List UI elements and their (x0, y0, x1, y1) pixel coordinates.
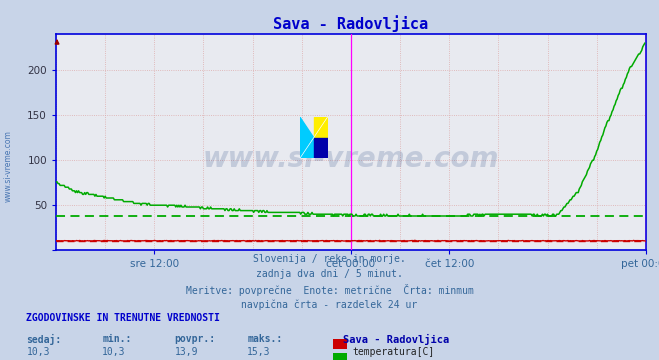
Text: navpična črta - razdelek 24 ur: navpična črta - razdelek 24 ur (241, 299, 418, 310)
Text: Meritve: povprečne  Enote: metrične  Črta: minmum: Meritve: povprečne Enote: metrične Črta:… (186, 284, 473, 296)
Text: Sava - Radovljica: Sava - Radovljica (343, 334, 449, 345)
Text: 10,3: 10,3 (102, 347, 126, 357)
Polygon shape (300, 138, 314, 158)
Text: sedaj:: sedaj: (26, 334, 61, 345)
Text: 10,3: 10,3 (26, 347, 50, 357)
Text: povpr.:: povpr.: (175, 334, 215, 344)
Text: www.si-vreme.com: www.si-vreme.com (203, 145, 499, 174)
Text: zadnja dva dni / 5 minut.: zadnja dva dni / 5 minut. (256, 269, 403, 279)
Text: Slovenija / reke in morje.: Slovenija / reke in morje. (253, 254, 406, 264)
Polygon shape (314, 117, 328, 138)
Polygon shape (300, 117, 314, 158)
Text: maks.:: maks.: (247, 334, 282, 344)
Text: 15,3: 15,3 (247, 347, 271, 357)
Text: temperatura[C]: temperatura[C] (353, 347, 435, 357)
Text: min.:: min.: (102, 334, 132, 344)
Polygon shape (314, 138, 328, 158)
Title: Sava - Radovljica: Sava - Radovljica (273, 15, 428, 32)
Text: 13,9: 13,9 (175, 347, 198, 357)
Text: www.si-vreme.com: www.si-vreme.com (3, 130, 13, 202)
Text: ZGODOVINSKE IN TRENUTNE VREDNOSTI: ZGODOVINSKE IN TRENUTNE VREDNOSTI (26, 313, 220, 323)
